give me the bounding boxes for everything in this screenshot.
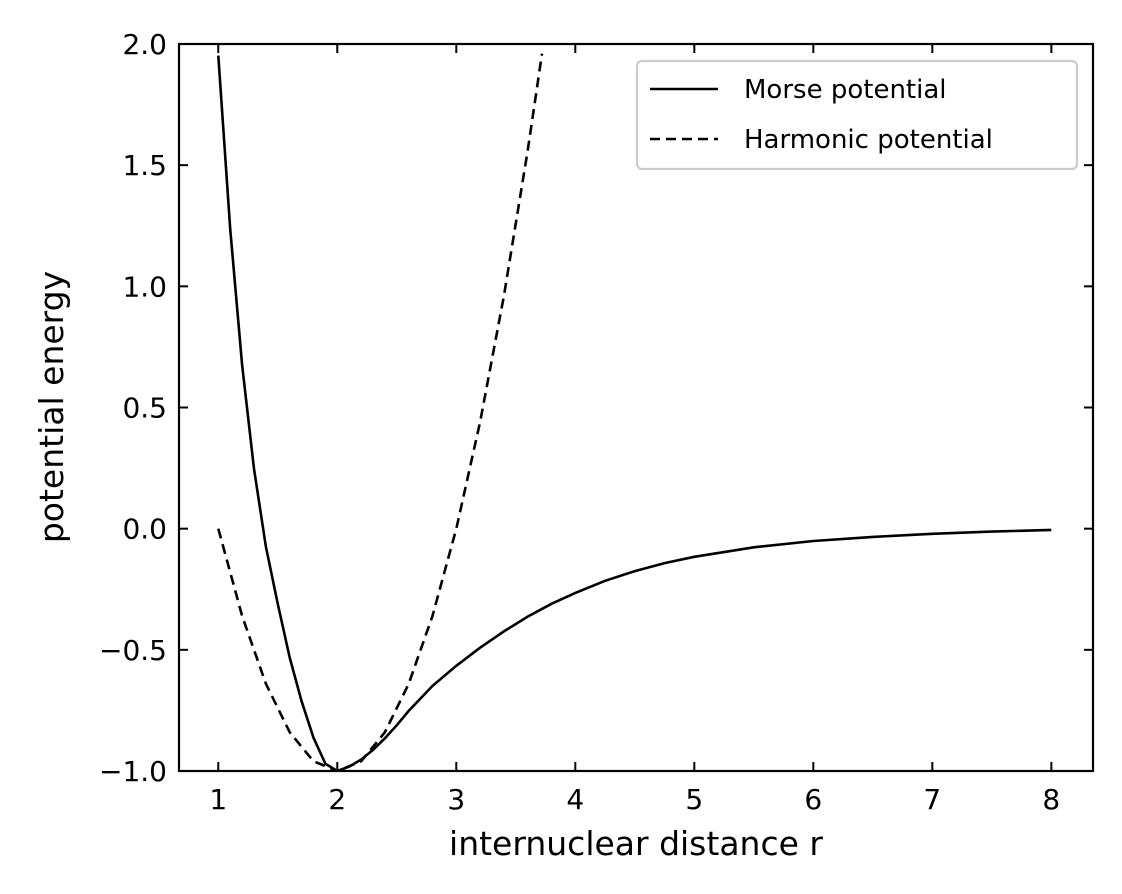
x-tick-label: 1 bbox=[209, 783, 227, 816]
series-line-harmonic bbox=[217, 53, 544, 771]
legend: Morse potential Harmonic potential bbox=[635, 59, 1079, 171]
y-tick-label: −1.0 bbox=[99, 755, 167, 788]
plot-frame bbox=[177, 42, 1095, 773]
series-line-morse bbox=[217, 55, 1052, 771]
y-tick-label: 0.5 bbox=[122, 392, 167, 425]
x-tick-label: 4 bbox=[566, 783, 584, 816]
y-tick-label: 1.0 bbox=[122, 270, 167, 303]
tick-layer: 1 2 3 4 5 6 7 8 −1.0 −0.5 0.0 0.5 1.0 1.5 2.0 bbox=[99, 28, 1093, 816]
series-layer bbox=[217, 53, 1052, 771]
x-tick-label: 3 bbox=[447, 783, 465, 816]
y-tick-label: 0.0 bbox=[122, 513, 167, 546]
y-axis-label: potential energy bbox=[32, 271, 71, 543]
x-tick-label: 8 bbox=[1042, 783, 1060, 816]
x-tick-label: 2 bbox=[328, 783, 346, 816]
legend-box bbox=[635, 59, 1079, 171]
y-tick-label: 1.5 bbox=[122, 149, 167, 182]
x-tick-label: 6 bbox=[804, 783, 822, 816]
y-tick-label: 2.0 bbox=[122, 28, 167, 61]
y-tick-label: −0.5 bbox=[99, 634, 167, 667]
x-tick-label: 5 bbox=[685, 783, 703, 816]
legend-label-morse: Morse potential bbox=[744, 75, 947, 105]
legend-label-harmonic: Harmonic potential bbox=[744, 125, 993, 155]
x-axis-label: internuclear distance r bbox=[449, 824, 823, 863]
x-tick-label: 7 bbox=[923, 783, 941, 816]
